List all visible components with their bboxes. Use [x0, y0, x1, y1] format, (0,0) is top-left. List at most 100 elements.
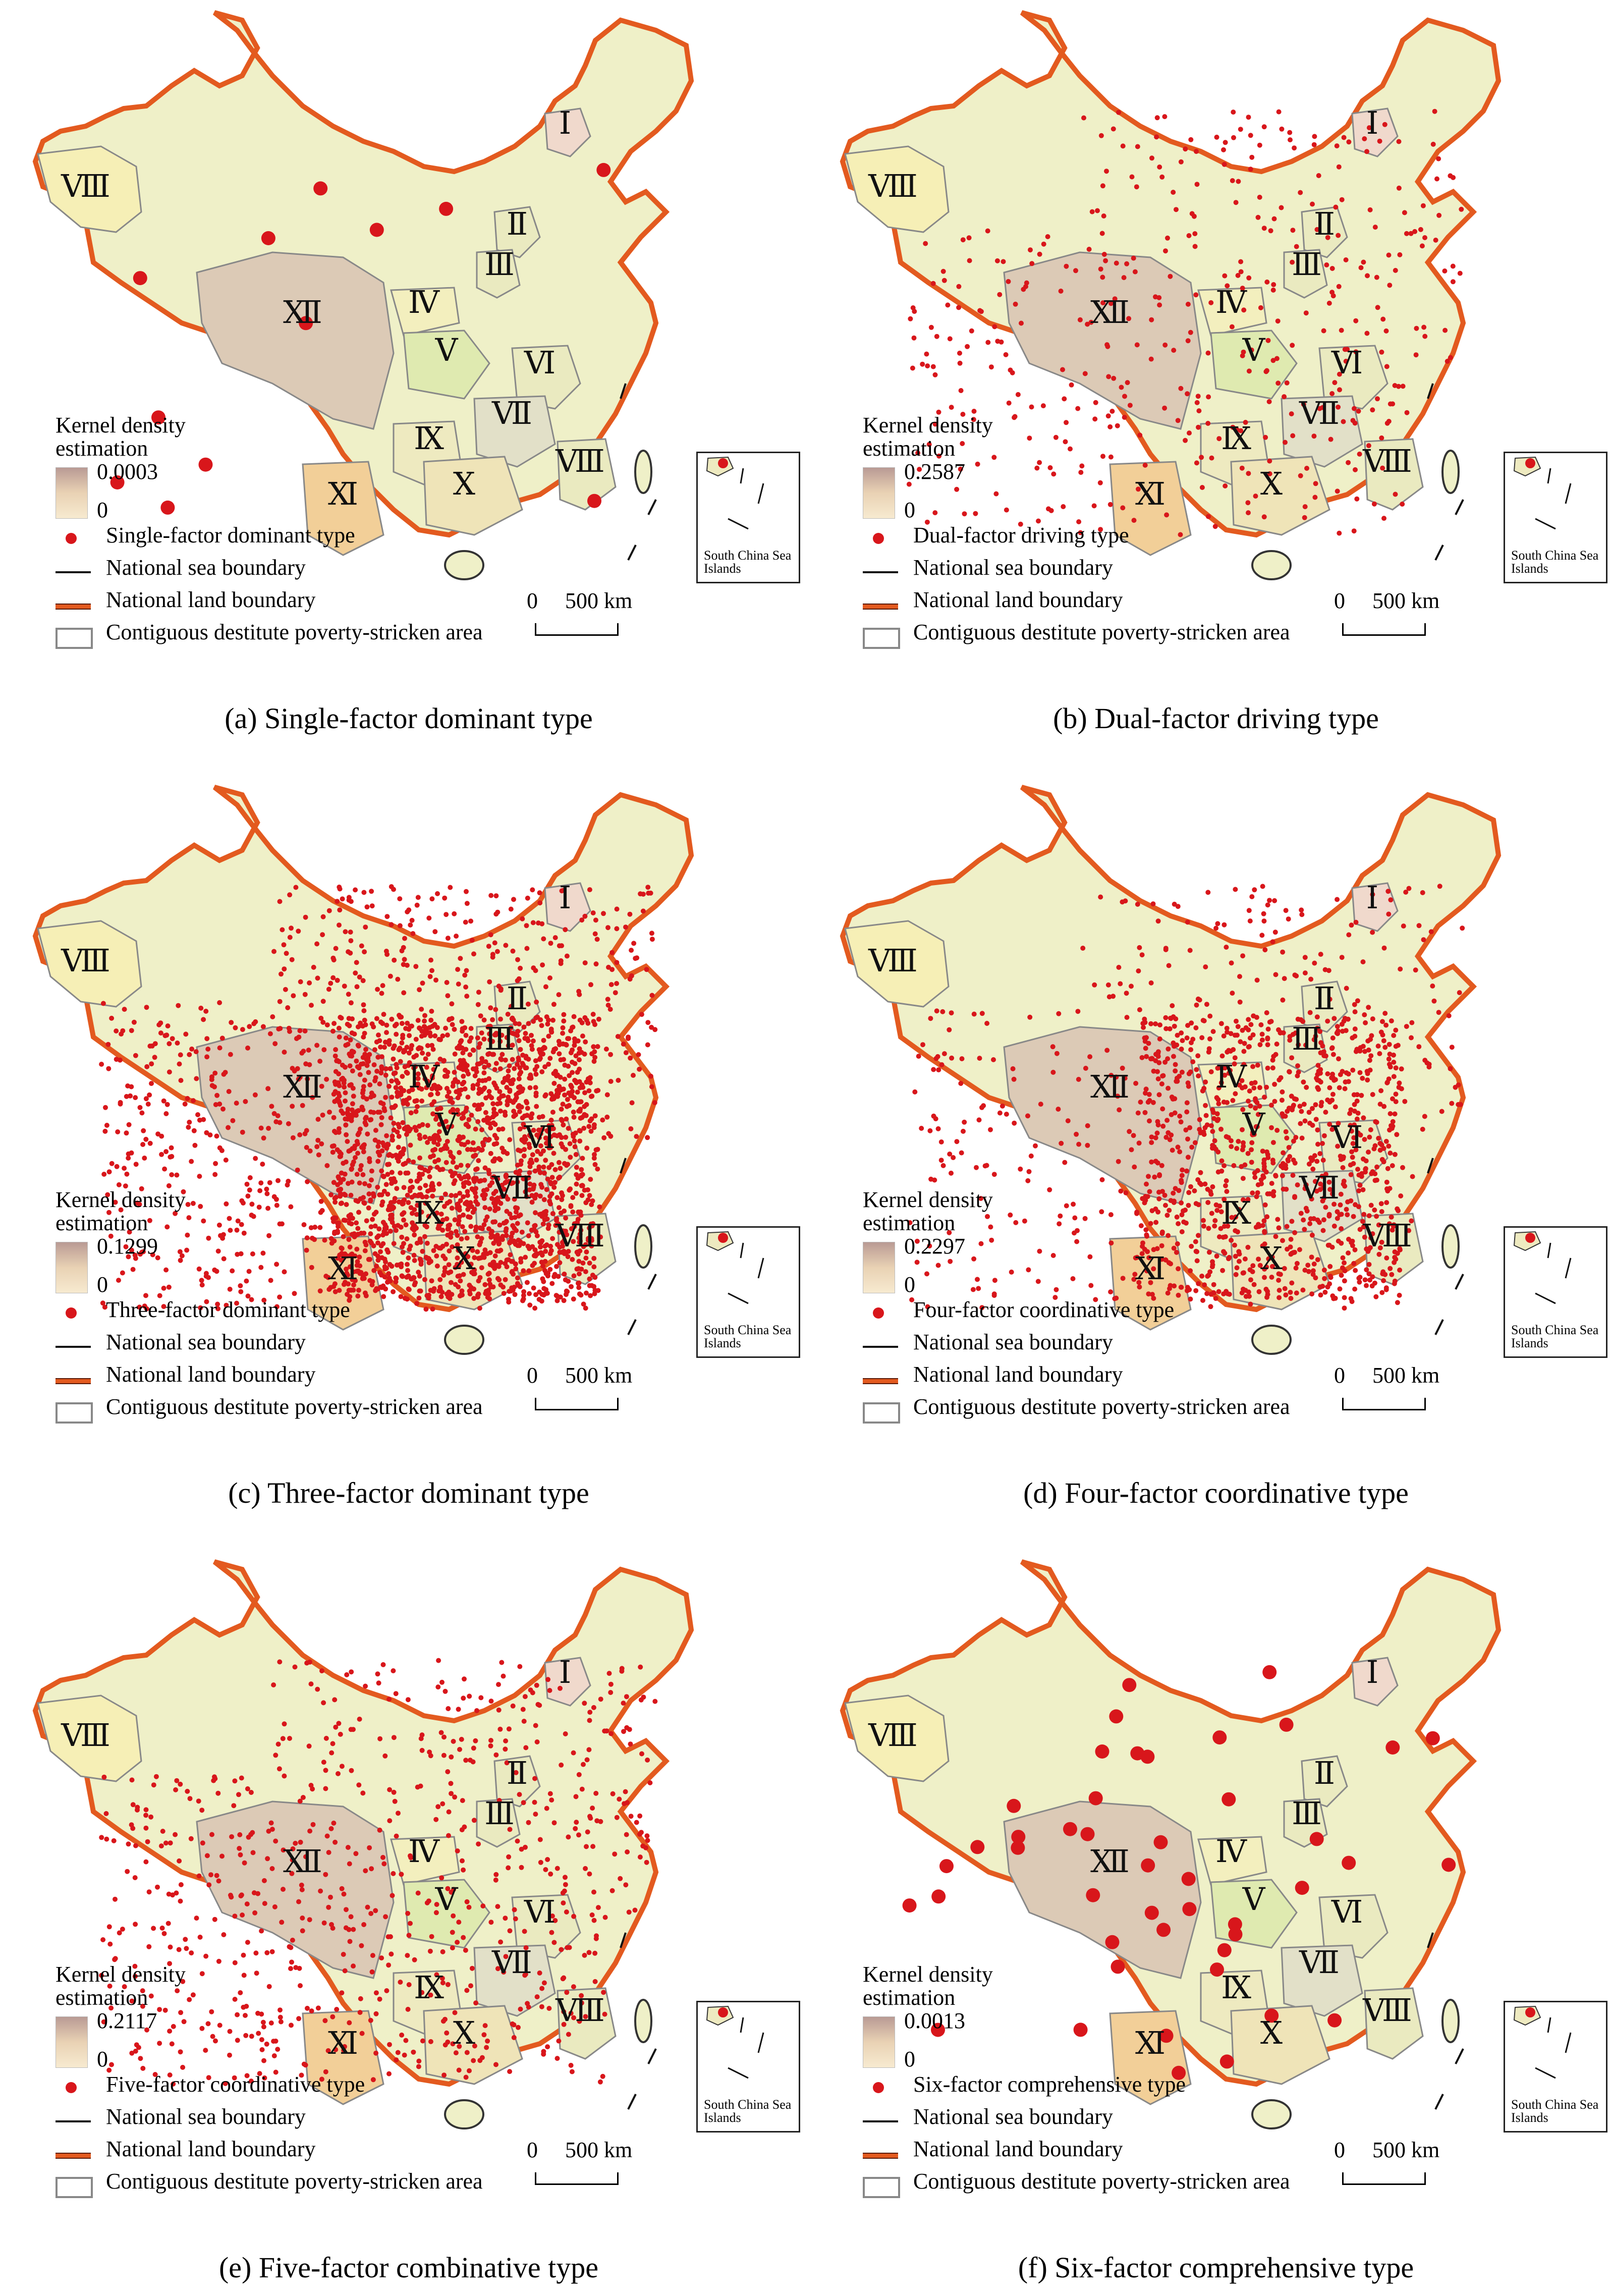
- sample-point: [414, 1037, 419, 1042]
- sample-point: [908, 316, 913, 321]
- sample-point: [409, 1110, 414, 1115]
- sample-point: [1332, 380, 1337, 385]
- sample-point: [1098, 895, 1103, 900]
- sample-point: [1103, 258, 1108, 263]
- sample-point: [151, 1782, 156, 1787]
- sample-point: [555, 1094, 560, 1099]
- sample-point: [583, 960, 588, 965]
- sample-point: [580, 1787, 585, 1792]
- sample-point: [357, 1180, 362, 1185]
- sample-point: [1249, 1160, 1254, 1165]
- sample-point: [387, 1038, 392, 1043]
- sample-point: [533, 1169, 538, 1174]
- sample-point: [321, 1760, 326, 1765]
- sample-point: [631, 1073, 636, 1078]
- sample-point: [461, 1080, 466, 1085]
- sample-point: [573, 1144, 578, 1150]
- sample-point: [469, 1147, 474, 1152]
- sample-point: [320, 1113, 325, 1118]
- sample-point: [1418, 227, 1423, 232]
- sample-point: [369, 1169, 374, 1174]
- sample-point: [1149, 980, 1154, 986]
- region-label: Ⅷ: [555, 445, 605, 479]
- sample-point: [610, 1888, 615, 1893]
- sample-point: [1458, 271, 1463, 276]
- sample-point: [1381, 516, 1386, 521]
- sample-point: [1128, 403, 1133, 408]
- sample-point: [542, 1046, 547, 1051]
- sample-point: [1104, 169, 1109, 174]
- sample-point: [345, 1139, 350, 1144]
- sample-point: [336, 1071, 341, 1076]
- sample-point: [149, 1081, 154, 1086]
- sample-point: [408, 1179, 413, 1184]
- sample-point: [543, 985, 548, 990]
- sample-point: [1349, 922, 1354, 927]
- sample-point: [1318, 1103, 1323, 1108]
- sample-point: [1186, 1084, 1191, 1089]
- sample-point: [1376, 1136, 1381, 1141]
- sample-point: [154, 1774, 159, 1779]
- sample-point: [375, 1144, 380, 1149]
- sample-point: [362, 1078, 367, 1083]
- sample-point: [313, 181, 327, 195]
- sample-point: [479, 1127, 484, 1132]
- sample-point: [166, 1041, 172, 1046]
- sample-point: [204, 1054, 209, 1059]
- inset-label: South China Sea Islands: [704, 549, 799, 575]
- sample-point: [559, 1947, 564, 1952]
- sample-point: [347, 1023, 352, 1028]
- sample-point: [462, 973, 467, 978]
- island: [635, 2000, 651, 2042]
- sample-point: [945, 303, 950, 308]
- sample-point: [1198, 1170, 1203, 1175]
- sample-point: [1085, 1143, 1090, 1148]
- sample-point: [144, 1064, 149, 1069]
- sample-point: [1262, 1095, 1267, 1100]
- sample-point: [245, 1901, 250, 1906]
- sample-point: [355, 1151, 360, 1156]
- sample-point: [142, 1156, 147, 1161]
- sample-point: [1387, 1266, 1393, 1271]
- sample-point: [398, 1171, 403, 1176]
- sample-point: [282, 966, 287, 971]
- sample-point: [580, 1020, 585, 1025]
- poverty-area-symbol: [863, 628, 900, 649]
- sample-point: [144, 1096, 149, 1101]
- sample-point: [1402, 1099, 1407, 1104]
- sample-point: [1404, 1024, 1409, 1029]
- sample-point: [561, 1025, 566, 1030]
- sample-point: [195, 1112, 200, 1117]
- sample-point: [381, 1106, 386, 1111]
- sample-point: [572, 1138, 577, 1143]
- sample-point: [553, 1167, 558, 1172]
- scale-value: 500 km: [1372, 588, 1439, 614]
- sample-point: [1196, 408, 1201, 413]
- sample-point: [144, 1807, 149, 1812]
- sample-point: [562, 1272, 567, 1277]
- sample-point: [1310, 202, 1315, 207]
- sample-point: [1347, 1111, 1352, 1116]
- sample-point: [427, 1174, 432, 1179]
- sample-point: [331, 1821, 336, 1826]
- sample-point: [925, 363, 930, 368]
- sample-point: [198, 1006, 203, 1011]
- sample-point: [577, 1772, 582, 1777]
- sample-point: [1379, 1209, 1384, 1214]
- sample-point: [493, 1007, 498, 1012]
- sample-point: [170, 1036, 175, 1041]
- sample-point: [352, 1146, 357, 1151]
- sample-point: [1344, 257, 1349, 262]
- sample-point: [1258, 305, 1263, 310]
- sample-point: [947, 1027, 952, 1032]
- sample-point: [965, 344, 970, 349]
- sample-point: [1279, 205, 1284, 210]
- sample-point: [1201, 1018, 1206, 1023]
- sample-point: [545, 1857, 550, 1862]
- sample-point: [340, 1076, 345, 1081]
- sample-point: [150, 1044, 155, 1049]
- sample-point: [349, 1768, 354, 1773]
- sample-point: [1442, 328, 1448, 333]
- sample-point: [1169, 1132, 1174, 1137]
- sample-point: [585, 1829, 590, 1834]
